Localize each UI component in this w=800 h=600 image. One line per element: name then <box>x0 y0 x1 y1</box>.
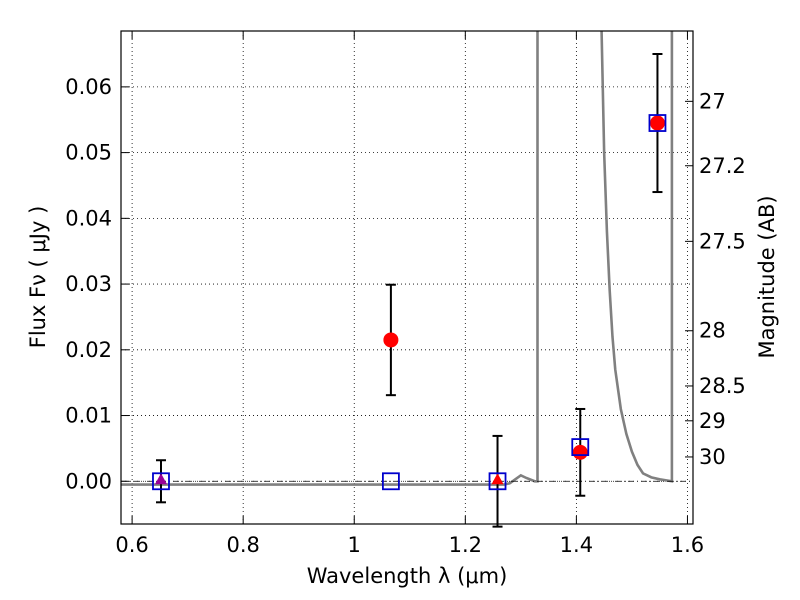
right-tick-label: 27.5 <box>699 229 746 253</box>
y-tick-label: 0.06 <box>65 75 112 99</box>
right-tick-label: 29 <box>699 409 726 433</box>
y-tick-label: 0.01 <box>65 404 112 428</box>
right-tick-label: 27 <box>699 89 726 113</box>
points-layer <box>152 53 667 528</box>
y-tick-label: 0.04 <box>65 206 112 230</box>
right-tick-label: 28.5 <box>699 374 746 398</box>
spectrum-line <box>121 31 674 486</box>
observed-point <box>649 115 665 131</box>
y-tick-label: 0.05 <box>65 141 112 165</box>
model-point <box>381 472 400 491</box>
x-tick-label: 1.2 <box>449 533 482 557</box>
y-tick-label: 0.03 <box>65 272 112 296</box>
x-tick-label: 0.8 <box>226 533 259 557</box>
y-axis-label: Flux Fν ( μJy ) <box>26 206 50 349</box>
observed-point <box>572 444 588 460</box>
x-tick-label: 1.6 <box>671 533 704 557</box>
spectrum-layer <box>121 31 693 486</box>
plot-frame <box>120 30 694 525</box>
model-point <box>152 472 170 491</box>
right-tick-label: 27.2 <box>699 154 746 178</box>
x-axis-label: Wavelength λ (μm) <box>307 564 508 588</box>
ticks-layer: 0.6 0.8 1 1.2 1.4 1.6 0.00 0.01 0.02 0.03 0.04 0.05… <box>65 31 746 557</box>
x-tick-label: 1.4 <box>560 533 593 557</box>
right-tick-label: 30 <box>699 445 726 469</box>
x-tick-label: 1 <box>348 533 361 557</box>
y-tick-label: 0.00 <box>65 469 112 493</box>
y-axis-right-label: Magnitude (AB) <box>755 195 779 358</box>
model-point <box>648 114 667 132</box>
upper-limit-marker <box>491 473 504 485</box>
grid <box>121 31 693 524</box>
observed-point <box>383 332 399 348</box>
x-tick-label: 0.6 <box>115 533 148 557</box>
right-tick-label: 28 <box>699 319 726 343</box>
upper-limit-marker <box>154 473 167 485</box>
y-tick-label: 0.02 <box>65 338 112 362</box>
model-point <box>571 438 590 456</box>
model-point <box>488 472 507 491</box>
plot-background <box>121 31 693 524</box>
